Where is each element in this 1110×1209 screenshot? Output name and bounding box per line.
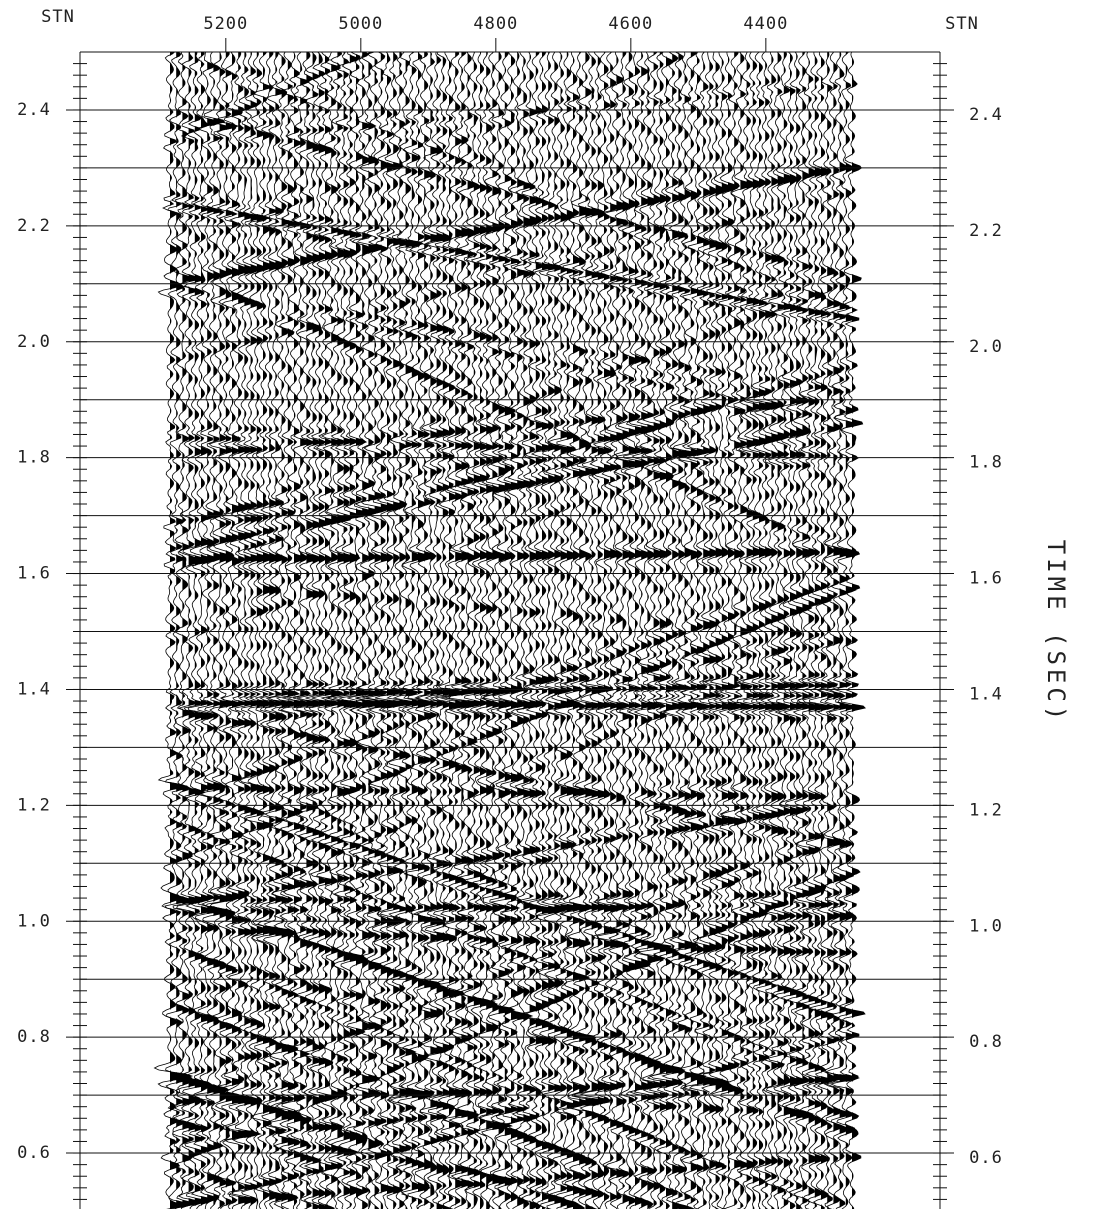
trace-fill (238, 52, 261, 1209)
trace-fill (473, 52, 489, 1209)
trace-fill (672, 52, 685, 1209)
trace-fill (343, 52, 359, 1209)
y-tick-label: 1.0 (17, 911, 51, 931)
trace-fill (318, 52, 332, 1209)
x-tick-label: 4800 (473, 14, 518, 34)
trace-fill (430, 52, 445, 1209)
y-tick-label-right: 0.6 (969, 1148, 1003, 1168)
trace-fill (331, 52, 345, 1209)
trace-fill (455, 52, 472, 1209)
y-tick-label: 1.4 (17, 679, 51, 699)
trace-fill (535, 52, 549, 1209)
x-axis-label: STN (41, 7, 75, 27)
trace-fill (814, 52, 828, 1209)
y-tick-label-right: 1.2 (969, 800, 1003, 820)
y-tick-label-right: 1.6 (969, 569, 1003, 589)
trace-fill (374, 52, 394, 1209)
trace-fill (492, 52, 512, 1209)
y-tick-label: 1.2 (17, 795, 51, 815)
trace-fill (659, 52, 673, 1209)
trace-fill (387, 52, 405, 1209)
y-tick-label: 0.8 (17, 1027, 51, 1047)
y-tick-label-right: 1.0 (969, 916, 1003, 936)
trace-fill (399, 52, 415, 1209)
trace-fill (380, 52, 402, 1209)
trace-fill (232, 52, 251, 1209)
y-tick-label-right: 2.0 (969, 337, 1003, 357)
x-tick-label: 4400 (743, 14, 788, 34)
y-tick-label-right: 1.4 (969, 684, 1003, 704)
trace-fill (393, 52, 411, 1209)
trace-fill (579, 52, 596, 1209)
trace-fill (424, 52, 441, 1209)
y-tick-label: 1.6 (17, 564, 51, 584)
trace-fill (480, 52, 495, 1209)
y-tick-label: 0.6 (17, 1143, 51, 1163)
trace-fill (349, 52, 365, 1209)
trace-fill (504, 52, 519, 1209)
trace-fill (201, 52, 215, 1209)
y-tick-label: 2.0 (17, 332, 51, 352)
x-tick-label: 4600 (608, 14, 653, 34)
y-tick-label: 2.2 (17, 216, 51, 236)
trace-fill (449, 52, 464, 1209)
y-tick-label: 2.4 (17, 100, 51, 120)
y-tick-label-right: 0.8 (969, 1032, 1003, 1052)
y-tick-label: 1.8 (17, 448, 51, 468)
x-tick-label: 5000 (338, 14, 383, 34)
trace-fill (703, 52, 723, 1209)
trace-fill (573, 52, 589, 1209)
trace-fill (418, 52, 433, 1209)
trace-fill (436, 52, 451, 1209)
trace-fill (734, 52, 747, 1209)
trace-fill (777, 52, 791, 1209)
y-tick-label-right: 1.8 (969, 453, 1003, 473)
y-axis-label: TIME (SEC) (1042, 540, 1070, 725)
trace-fill (790, 52, 803, 1209)
trace-fill (498, 52, 515, 1209)
trace-fill (486, 52, 499, 1209)
trace-fill (368, 52, 384, 1209)
y-tick-label-right: 2.4 (969, 105, 1003, 125)
y-tick-label-right: 2.2 (969, 221, 1003, 241)
trace-fill (511, 52, 526, 1209)
x-tick-label: 5200 (203, 14, 248, 34)
x-axis-label-right: STN (945, 14, 979, 34)
trace-fill (207, 52, 225, 1209)
